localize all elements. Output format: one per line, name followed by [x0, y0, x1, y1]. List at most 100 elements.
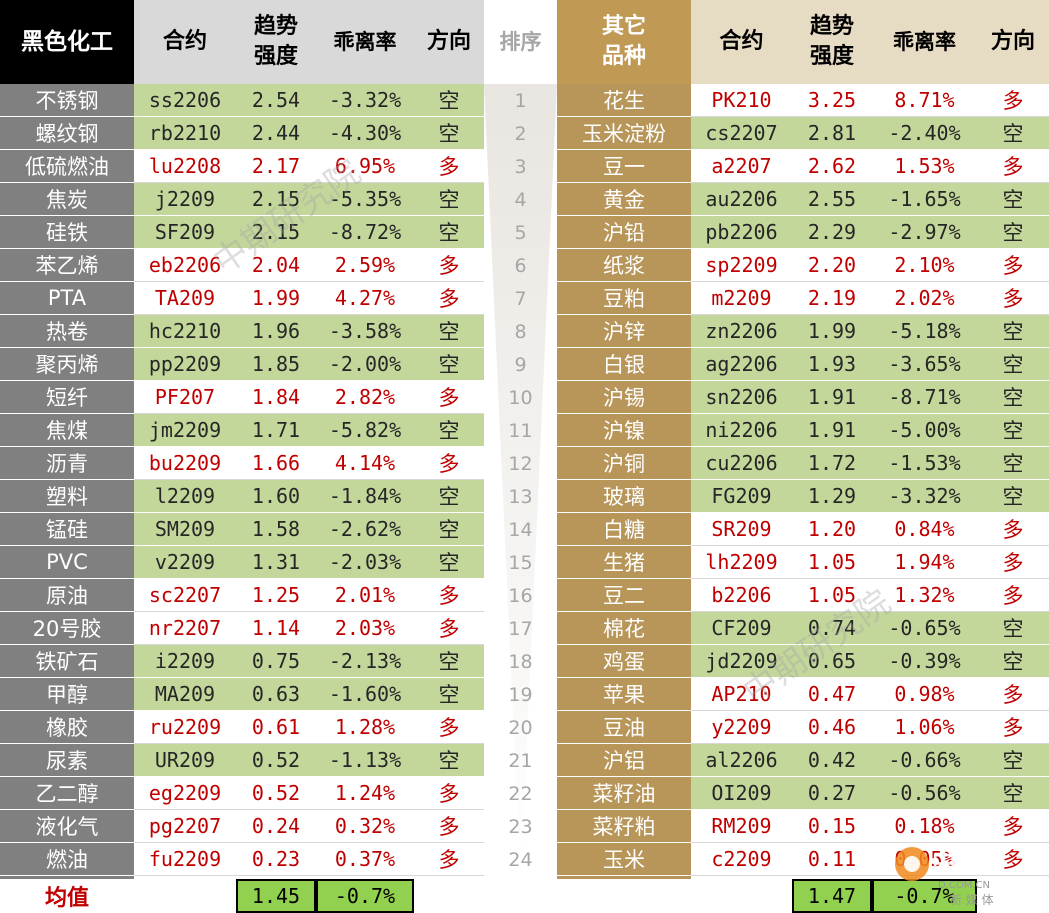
left-deviation: 0.37%: [316, 843, 414, 876]
left-category-name: 硅铁: [0, 216, 134, 249]
table-row: 锰硅 SM209 1.58 -2.62% 空 白糖 SR209 1.20 0.84% 多 14: [0, 513, 1049, 546]
right-contract: SR209: [691, 513, 792, 546]
right-contract: FG209: [691, 480, 792, 513]
left-contract: PF207: [134, 381, 236, 414]
rank-number: 10: [508, 386, 533, 409]
right-category-name: 豆油: [557, 711, 691, 744]
left-strength: 1.99: [236, 282, 316, 315]
right-strength: 0.47: [792, 678, 872, 711]
table-row: 塑料 l2209 1.60 -1.84% 空玻璃 FG209 1.29 -3.32% 空 13: [0, 480, 1049, 513]
left-contract: l2209: [134, 480, 236, 513]
rank-number: 18: [508, 650, 533, 673]
right-category-name: 生猪: [557, 546, 691, 579]
right-category-name: 纸浆: [557, 249, 691, 282]
right-strength: 1.05: [792, 546, 872, 579]
left-category-name: 焦炭: [0, 183, 134, 216]
left-contract: sc2207: [134, 579, 236, 612]
right-contract: zn2206: [691, 315, 792, 348]
right-category-name: 沪镍: [557, 414, 691, 447]
right-contract: sn2206: [691, 381, 792, 414]
right-category-name: 玉米: [557, 843, 691, 876]
left-category-name: 橡胶: [0, 711, 134, 744]
right-direction: 多: [977, 711, 1049, 744]
right-category-name: 豆粕: [557, 282, 691, 315]
right-category-name: 黄金: [557, 183, 691, 216]
right-category-name: 玻璃: [557, 480, 691, 513]
left-direction: 空: [414, 414, 484, 447]
left-deviation: -5.35%: [316, 183, 414, 216]
right-average-strength: 1.47: [792, 879, 872, 913]
header-right-contract: 合约: [691, 0, 792, 84]
rank-number: 3: [514, 155, 527, 178]
rank-number: 13: [508, 485, 533, 508]
rank-number: 14: [508, 518, 533, 541]
table-row: 甲醇 MA209 0.63 -1.60% 空 苹果 AP210 0.47 0.98% 多 19: [0, 678, 1049, 711]
right-category-name: 豆一: [557, 150, 691, 183]
left-strength: 1.66: [236, 447, 316, 480]
left-category-name: 焦煤: [0, 414, 134, 447]
right-direction: 空: [977, 117, 1049, 150]
right-deviation: 8.71%: [872, 84, 977, 117]
right-category-name: 沪铝: [557, 744, 691, 777]
right-direction: 多: [977, 249, 1049, 282]
left-strength: 2.15: [236, 183, 316, 216]
right-direction: 多: [977, 546, 1049, 579]
rank-number: 12: [508, 452, 533, 475]
header-left-strength: 趋势 强度: [236, 0, 316, 84]
right-deviation: -5.18%: [872, 315, 977, 348]
right-deviation: 0.18%: [872, 810, 977, 843]
right-contract: sp2209: [691, 249, 792, 282]
left-direction: 空: [414, 678, 484, 711]
left-category-name: 螺纹钢: [0, 117, 134, 150]
left-direction: 空: [414, 645, 484, 678]
rank-number: 2: [514, 122, 527, 145]
header-left-category: 黑色化工: [0, 0, 134, 84]
right-strength: 2.81: [792, 117, 872, 150]
left-contract: rb2210: [134, 117, 236, 150]
right-deviation: -1.65%: [872, 183, 977, 216]
right-strength: 1.29: [792, 480, 872, 513]
right-deviation: 1.06%: [872, 711, 977, 744]
right-contract: OI209: [691, 777, 792, 810]
right-deviation: -0.56%: [872, 777, 977, 810]
header-right-strength-line1: 趋势: [809, 14, 854, 39]
right-deviation: -2.40%: [872, 117, 977, 150]
right-direction: 多: [977, 513, 1049, 546]
left-strength: 0.52: [236, 744, 316, 777]
right-direction: 空: [977, 447, 1049, 480]
rank-number: 5: [514, 221, 527, 244]
right-category-name: 豆二: [557, 579, 691, 612]
left-strength: 2.04: [236, 249, 316, 282]
left-strength: 0.23: [236, 843, 316, 876]
right-strength: 2.62: [792, 150, 872, 183]
table-row: 聚丙烯 pp2209 1.85 -2.00% 空白银 ag2206 1.93 -3.65% 空 9: [0, 348, 1049, 381]
left-category-name: 液化气: [0, 810, 134, 843]
left-strength: 1.84: [236, 381, 316, 414]
table-row: PTA TA209 1.99 4.27% 多豆粕 m2209 2.19 2.02% 多 7: [0, 282, 1049, 315]
right-deviation: -1.53%: [872, 447, 977, 480]
left-deviation: -2.13%: [316, 645, 414, 678]
left-deviation: -1.84%: [316, 480, 414, 513]
table-row: 螺纹钢 rb2210 2.44 -4.30% 空玉米淀粉 cs2207 2.81 -2.40%…: [0, 117, 1049, 150]
header-left-deviation: 乖离率: [316, 0, 414, 84]
left-category-name: 乙二醇: [0, 777, 134, 810]
right-strength: 1.91: [792, 414, 872, 447]
left-contract: SM209: [134, 513, 236, 546]
rank-number: 20: [508, 716, 533, 739]
left-direction: 空: [414, 348, 484, 381]
rank-number: 22: [508, 782, 533, 805]
right-direction: 多: [977, 150, 1049, 183]
left-deviation: 4.27%: [316, 282, 414, 315]
right-contract: al2206: [691, 744, 792, 777]
left-direction: 空: [414, 513, 484, 546]
left-deviation: 1.28%: [316, 711, 414, 744]
right-deviation: 0.98%: [872, 678, 977, 711]
left-deviation: 1.24%: [316, 777, 414, 810]
average-label: 均值: [44, 886, 89, 911]
left-direction: 多: [414, 810, 484, 843]
left-category-name: PTA: [0, 282, 134, 315]
left-strength: 1.25: [236, 579, 316, 612]
right-category-name: 白糖: [557, 513, 691, 546]
left-contract: i2209: [134, 645, 236, 678]
left-contract: eb2206: [134, 249, 236, 282]
